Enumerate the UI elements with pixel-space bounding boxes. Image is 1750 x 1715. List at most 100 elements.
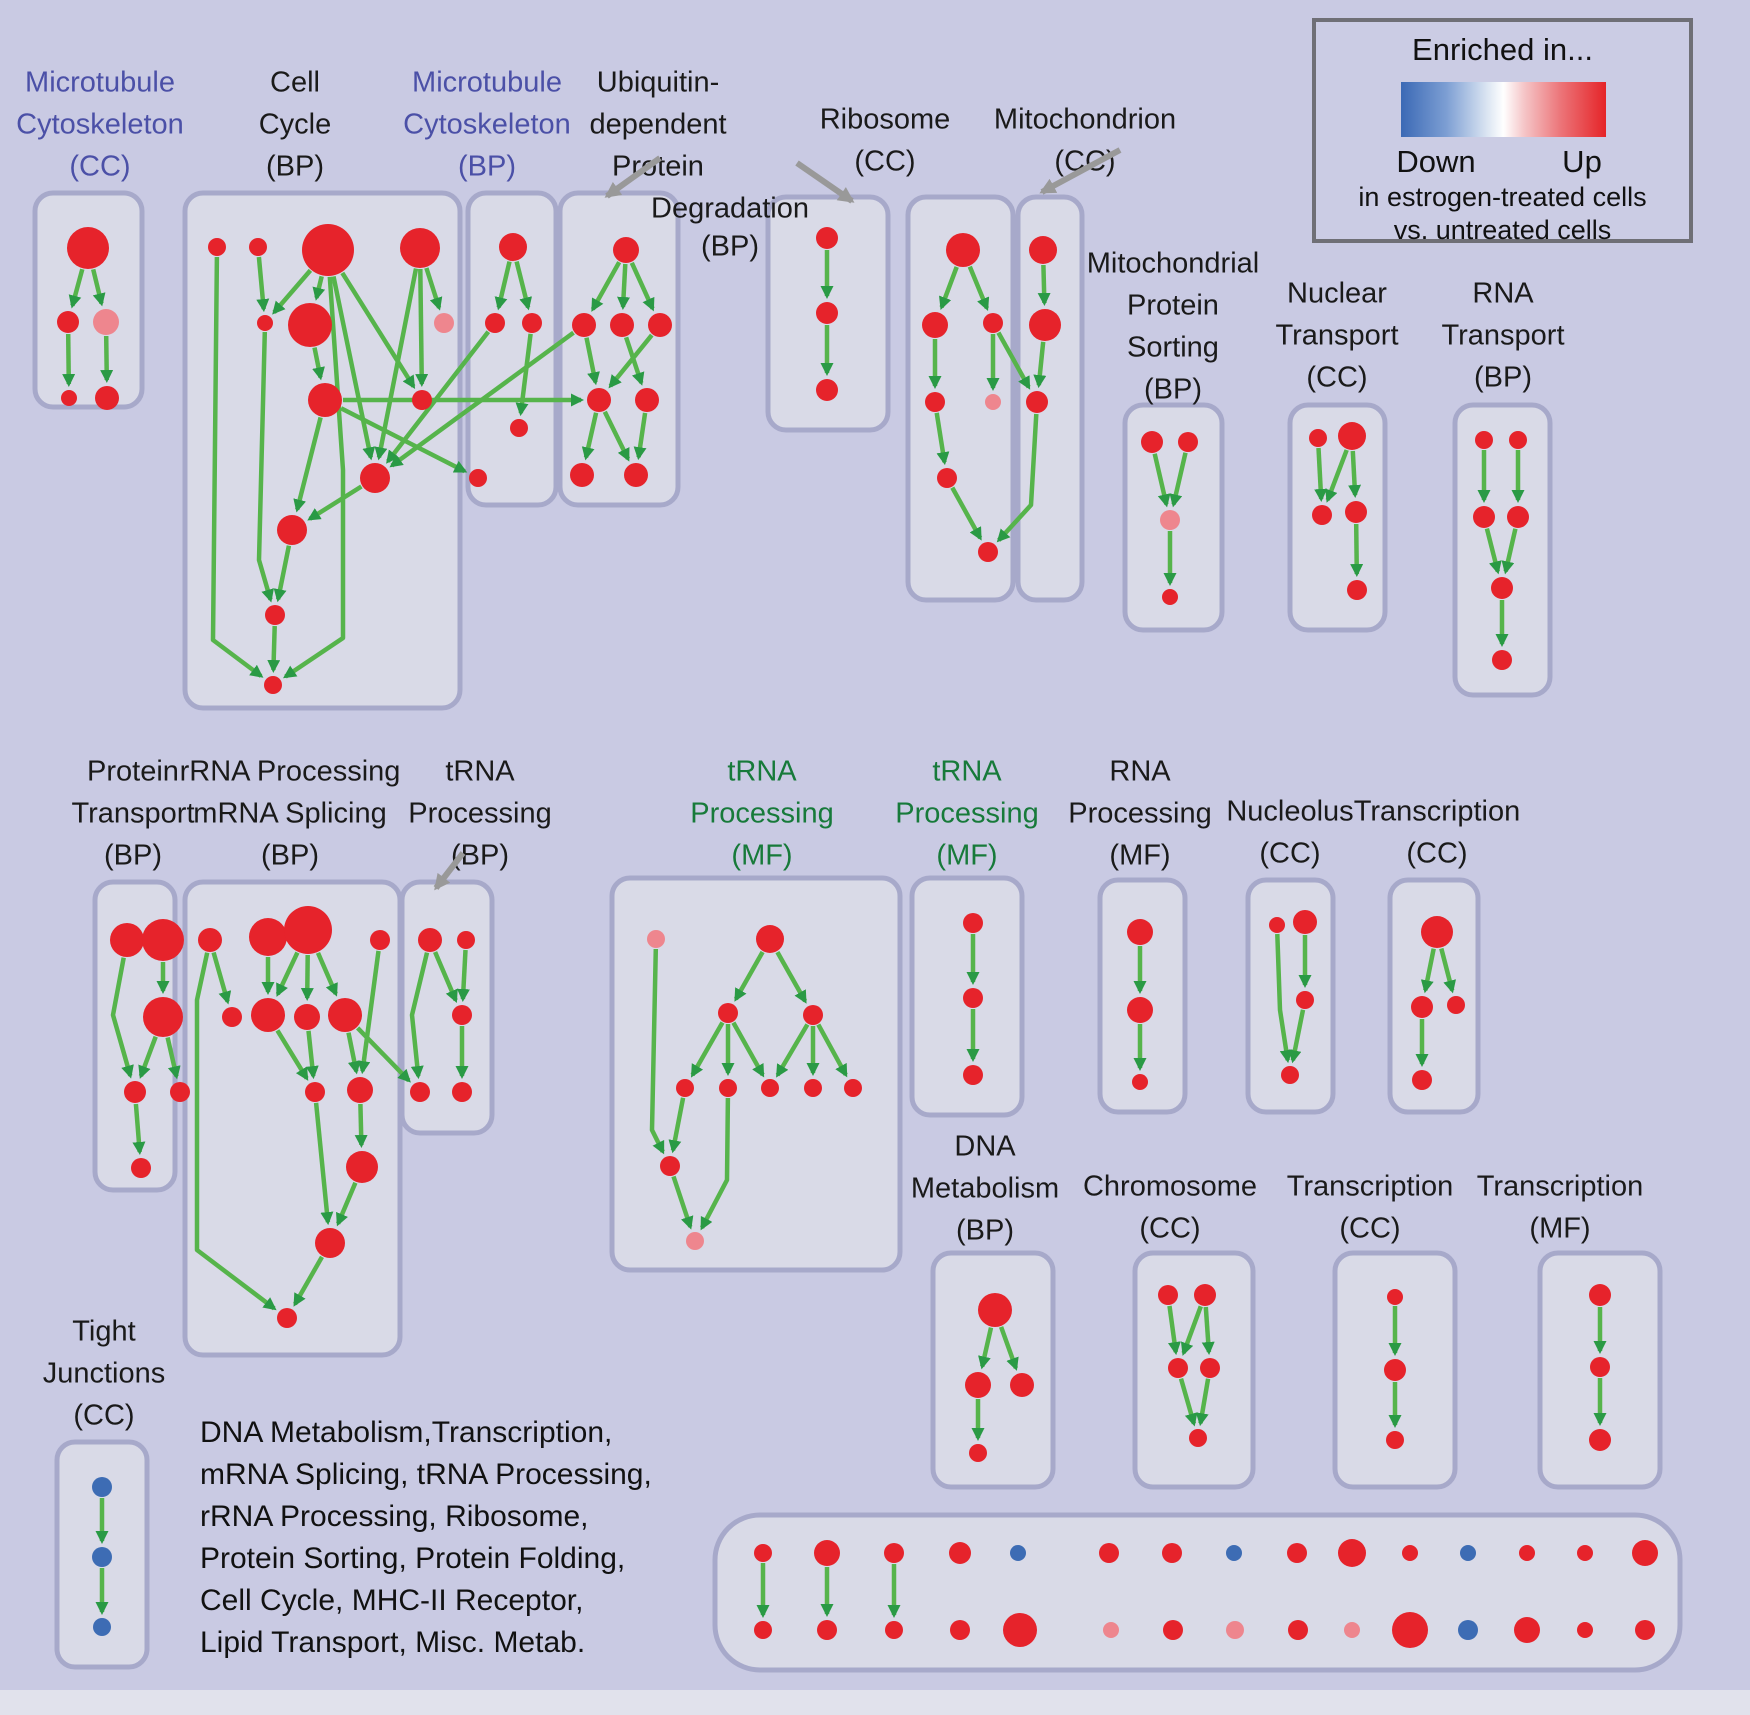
go-term-node: [1200, 1358, 1220, 1378]
go-term-node: [1010, 1545, 1026, 1561]
go-term-node: [648, 313, 672, 337]
go-term-node: [754, 1621, 772, 1639]
cluster-label: Cytoskeleton: [403, 109, 571, 141]
hierarchy-edge: [293, 1255, 324, 1307]
go-term-node: [1345, 501, 1367, 523]
go-term-node: [816, 227, 838, 249]
hierarchy-edge: [132, 1103, 146, 1155]
cluster-box-chromosome-cc: [1132, 1250, 1256, 1490]
go-term-node: [1162, 1543, 1182, 1563]
go-term-node: [761, 1079, 779, 1097]
cluster-label: Mitochondrion: [994, 104, 1176, 136]
go-term-node: [1103, 1622, 1119, 1638]
hierarchy-edge: [272, 268, 313, 315]
go-term-node: [1160, 510, 1180, 530]
go-term-node: [949, 1542, 971, 1564]
hierarchy-edge: [1178, 1377, 1198, 1427]
go-term-node: [142, 919, 184, 961]
cluster-label: (BP): [701, 231, 759, 263]
go-term-node: [1509, 431, 1527, 449]
go-term-node: [143, 997, 183, 1037]
go-term-node: [1127, 919, 1153, 945]
go-term-node: [1507, 506, 1529, 528]
go-term-node: [978, 1293, 1012, 1327]
hierarchy-edge: [165, 1036, 181, 1080]
hierarchy-edge: [91, 268, 106, 307]
cluster-box-cell-cycle-bp: [182, 190, 463, 711]
go-term-node: [61, 390, 77, 406]
hierarchy-edge: [1420, 948, 1436, 994]
go-term-node: [294, 1004, 320, 1030]
go-term-node: [1577, 1545, 1593, 1561]
legend-title: Enriched in...: [1412, 32, 1593, 67]
go-term-node: [1281, 1066, 1299, 1084]
legend-down-label: Down: [1396, 144, 1476, 179]
shared-terms-line: Protein Sorting, Protein Folding,: [200, 1542, 626, 1575]
hierarchy-edge: [775, 1023, 810, 1078]
hierarchy-edge: [305, 1030, 319, 1080]
hierarchy-edge: [211, 951, 232, 1005]
cluster-label: (CC): [1406, 838, 1467, 870]
cluster-label: Transcription: [1287, 1171, 1454, 1203]
cluster-box-microtubule-cytoskeleton-cc: [32, 190, 145, 410]
go-term-node: [347, 1077, 373, 1103]
go-term-node: [92, 1477, 112, 1497]
go-term-node: [1635, 1620, 1655, 1640]
hierarchy-edge: [775, 950, 808, 1004]
go-term-node: [884, 1543, 904, 1563]
hierarchy-edge: [816, 1023, 848, 1078]
hierarchy-edge: [374, 268, 419, 461]
go-term-node: [360, 463, 390, 493]
cluster-label: (MF): [936, 840, 997, 872]
go-term-node: [1589, 1429, 1611, 1451]
go-term-node: [754, 1544, 772, 1562]
legend: Enriched in... Down Up in estrogen-treat…: [1312, 18, 1693, 245]
go-term-node: [1168, 1358, 1188, 1378]
go-term-node: [610, 313, 634, 337]
cluster-label: tRNA: [727, 756, 797, 788]
hierarchy-edge: [1152, 453, 1171, 508]
go-term-node: [277, 1308, 297, 1328]
hierarchy-edge: [415, 268, 429, 387]
go-term-node: [257, 315, 273, 331]
go-term-node: [1519, 1545, 1535, 1561]
go-term-node: [1492, 650, 1512, 670]
label-pointer-arrow: [795, 160, 855, 204]
go-term-node: [1460, 1545, 1476, 1561]
hierarchy-edge: [273, 545, 292, 603]
cluster-label: (CC): [69, 151, 130, 183]
figure-margin: [0, 1690, 1750, 1715]
go-term-node: [686, 1232, 704, 1250]
go-term-node: [1288, 1620, 1308, 1640]
go-term-node: [1309, 429, 1327, 447]
go-term-node: [613, 237, 639, 263]
hierarchy-edge: [424, 267, 443, 311]
hierarchy-edge: [996, 331, 1031, 390]
go-term-node: [1178, 432, 1198, 452]
cluster-label: Protein: [87, 756, 179, 788]
go-term-node: [1189, 1429, 1207, 1447]
go-term-node: [457, 931, 475, 949]
cluster-label: rRNA Processing: [180, 756, 401, 788]
cluster-label: (CC): [1259, 838, 1320, 870]
go-term-node: [265, 605, 285, 625]
go-term-node: [434, 313, 454, 333]
cluster-label: Processing: [408, 798, 551, 830]
shared-terms-line: rRNA Processing, Ribosome,: [200, 1500, 589, 1533]
go-term-node: [965, 1372, 991, 1398]
cluster-label: (BP): [956, 1215, 1014, 1247]
go-term-node: [985, 394, 1001, 410]
go-term-node: [1226, 1545, 1242, 1561]
go-term-node: [1387, 1289, 1403, 1305]
go-term-node: [95, 386, 119, 410]
go-term-node: [1158, 1285, 1178, 1305]
cluster-label: (BP): [458, 151, 516, 183]
hierarchy-edge: [256, 256, 270, 313]
go-term-node: [1473, 506, 1495, 528]
cluster-label: Transport: [1275, 320, 1398, 352]
cluster-label: Mitochondrial: [1087, 248, 1259, 280]
cluster-label: Ribosome: [820, 104, 951, 136]
go-term-node: [1162, 589, 1178, 605]
go-term-node: [1475, 431, 1493, 449]
